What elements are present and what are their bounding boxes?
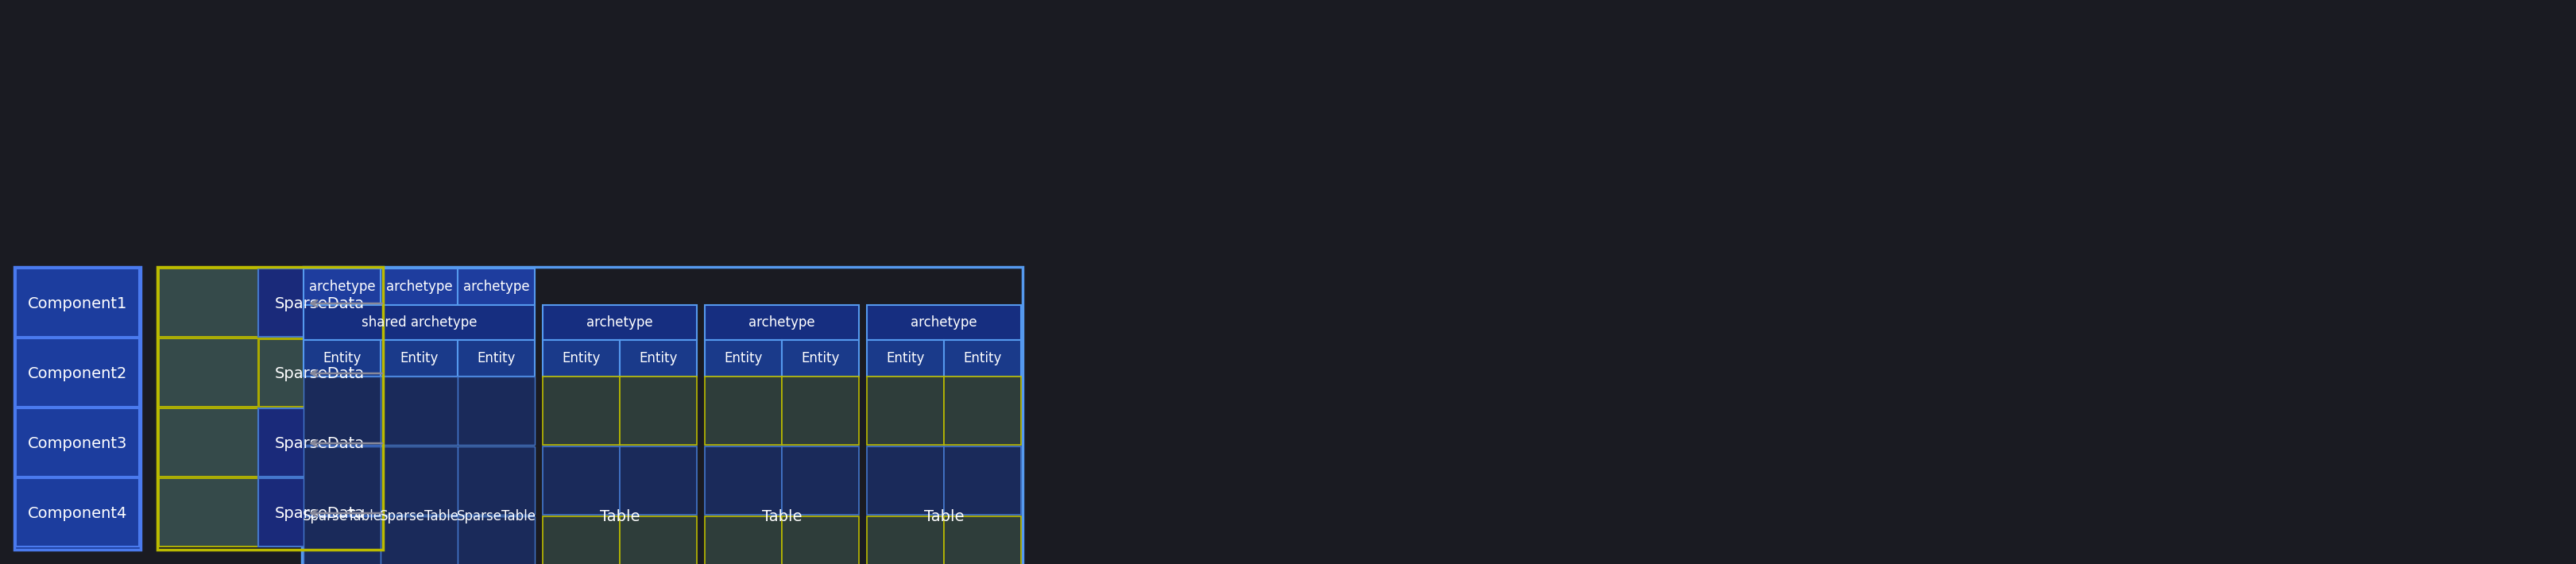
Text: SparseData: SparseData (276, 366, 366, 381)
Bar (783, 447, 858, 515)
Bar (544, 340, 621, 377)
Text: shared archetype: shared archetype (361, 315, 477, 330)
Bar (706, 516, 783, 564)
Text: Entity: Entity (399, 351, 438, 365)
Text: SparseData: SparseData (276, 505, 366, 521)
Bar (943, 377, 1020, 445)
Bar (381, 516, 459, 564)
Bar (706, 447, 783, 515)
Bar (544, 377, 621, 445)
Bar (943, 447, 1020, 515)
Bar (15, 408, 139, 477)
Bar (783, 516, 858, 564)
Bar (157, 267, 384, 550)
Bar (544, 305, 698, 340)
Text: archetype: archetype (750, 315, 814, 330)
Bar (459, 340, 536, 377)
Bar (301, 267, 1023, 564)
Text: Entity: Entity (724, 351, 762, 365)
Bar (621, 447, 698, 515)
Bar (15, 338, 139, 407)
Bar (706, 340, 783, 377)
Text: Table: Table (925, 509, 963, 524)
Text: Component2: Component2 (28, 366, 126, 381)
Bar (943, 516, 1020, 564)
Bar (258, 478, 381, 547)
Text: archetype: archetype (309, 280, 376, 294)
Bar (304, 305, 536, 340)
Bar (304, 340, 381, 377)
Bar (160, 408, 258, 477)
Text: Component3: Component3 (28, 436, 126, 451)
Bar (459, 377, 536, 445)
Text: Table: Table (762, 509, 801, 524)
Bar (381, 340, 459, 377)
Bar (783, 377, 858, 445)
Text: Table: Table (600, 509, 639, 524)
Bar (706, 377, 783, 445)
Bar (868, 447, 943, 515)
Text: archetype: archetype (464, 280, 531, 294)
Bar (868, 516, 943, 564)
Bar (304, 516, 381, 564)
Text: SparseTable: SparseTable (456, 509, 536, 523)
Text: Entity: Entity (639, 351, 677, 365)
Bar (15, 478, 139, 547)
Bar (943, 340, 1020, 377)
Bar (15, 268, 139, 337)
Bar (544, 516, 621, 564)
Bar (160, 268, 258, 337)
Text: archetype: archetype (386, 280, 453, 294)
Text: Entity: Entity (322, 351, 361, 365)
Bar (783, 340, 858, 377)
Bar (304, 377, 381, 445)
Bar (868, 340, 943, 377)
Text: SparseData: SparseData (276, 296, 366, 311)
Bar (621, 340, 698, 377)
Bar (706, 305, 858, 340)
Text: SparseData: SparseData (276, 436, 366, 451)
Bar (258, 268, 381, 337)
Text: Component4: Component4 (28, 505, 126, 521)
Bar (459, 268, 536, 305)
Bar (160, 338, 258, 407)
Text: Entity: Entity (477, 351, 515, 365)
Text: Entity: Entity (963, 351, 1002, 365)
Bar (258, 338, 381, 407)
Text: SparseTable: SparseTable (301, 509, 381, 523)
Text: Component1: Component1 (28, 296, 126, 311)
Bar (304, 268, 381, 305)
Text: Entity: Entity (886, 351, 925, 365)
Bar (381, 268, 459, 305)
Bar (544, 447, 621, 515)
Bar (459, 447, 536, 515)
Text: archetype: archetype (912, 315, 976, 330)
Bar (258, 408, 381, 477)
Bar (868, 305, 1020, 340)
Bar (15, 267, 142, 550)
Bar (381, 447, 459, 515)
Bar (868, 377, 943, 445)
Bar (459, 516, 536, 564)
Bar (304, 447, 381, 515)
Text: SparseTable: SparseTable (379, 509, 459, 523)
Text: Entity: Entity (562, 351, 600, 365)
Text: Entity: Entity (801, 351, 840, 365)
Bar (621, 377, 698, 445)
Text: archetype: archetype (587, 315, 652, 330)
Bar (381, 377, 459, 445)
Bar (621, 516, 698, 564)
Bar (160, 478, 258, 547)
